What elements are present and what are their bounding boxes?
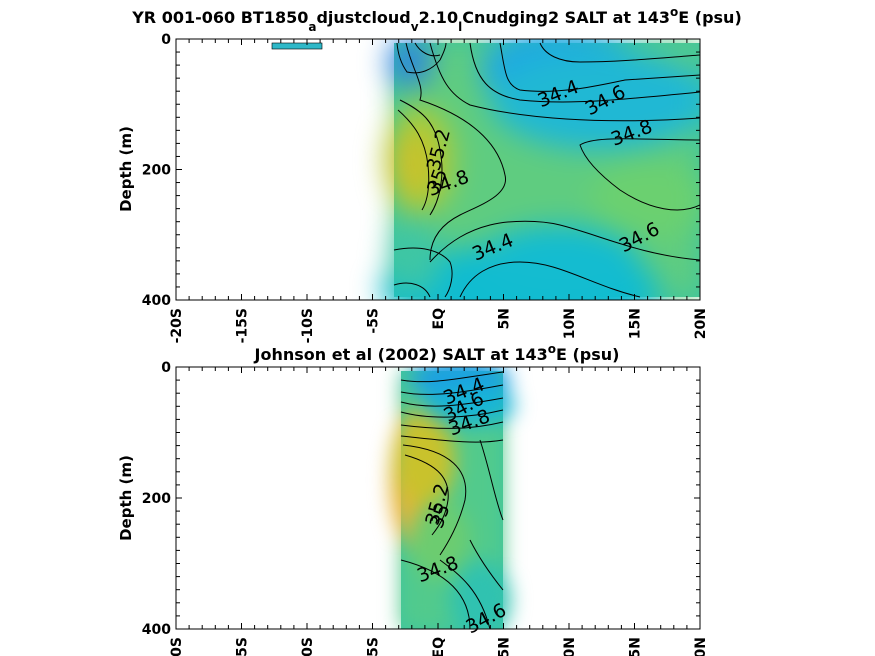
bottom-x-tick-label: 5N	[497, 637, 513, 656]
top-contours	[393, 42, 700, 298]
top-x-tick-label: 5N	[497, 308, 513, 329]
bottom-y-tick-label: 200	[142, 491, 171, 507]
bottom-y-tick-label: 0	[161, 360, 171, 376]
bottom-contours	[400, 371, 504, 629]
bottom-x-tick-label: 10N	[562, 637, 578, 656]
top-y-tick-label: 0	[161, 32, 171, 48]
top-x-tick-label: 15N	[628, 308, 644, 339]
top-x-tick-label: EQ	[431, 308, 447, 330]
top-salinity-field	[380, 39, 700, 300]
bottom-x-tick-label: -10S	[300, 637, 316, 656]
bottom-x-tick-label: -20S	[169, 637, 185, 656]
top-title: YR 001-060 BT1850adjustcloudv2.10lCnudgi…	[131, 5, 742, 34]
top-x-axis: -20S -15S -10S -5S EQ 5N 10N 15N 20N	[169, 39, 709, 343]
top-x-tick-label: -5S	[366, 308, 382, 334]
top-y-axis: 0 200 400	[142, 32, 700, 309]
top-surface-patch	[271, 42, 323, 50]
top-y-axis-label: Depth (m)	[117, 126, 135, 212]
bottom-y-tick-label: 400	[142, 622, 171, 638]
bottom-panel: Johnson et al (2002) SALT at 143oE (psu)	[117, 342, 709, 656]
bottom-x-tick-label: EQ	[431, 637, 447, 656]
bottom-y-axis-label: Depth (m)	[117, 455, 135, 541]
bottom-y-axis: 0 200 400	[142, 360, 700, 638]
top-x-tick-label: -20S	[169, 308, 185, 343]
bottom-title: Johnson et al (2002) SALT at 143oE (psu)	[254, 342, 620, 364]
top-y-tick-label: 200	[142, 163, 171, 179]
bottom-x-tick-label: -5S	[366, 637, 382, 656]
top-panel: YR 001-060 BT1850adjustcloudv2.10lCnudgi…	[117, 5, 742, 343]
bottom-x-tick-label: 20N	[693, 637, 709, 656]
top-x-tick-label: 10N	[562, 308, 578, 339]
bottom-x-tick-label: -15S	[235, 637, 251, 656]
top-x-tick-label: 20N	[693, 308, 709, 339]
top-x-tick-label: -15S	[235, 308, 251, 343]
top-x-tick-label: -10S	[300, 308, 316, 343]
bottom-x-tick-label: 15N	[628, 637, 644, 656]
top-y-tick-label: 400	[142, 293, 171, 309]
bottom-x-axis: -20S -15S -10S -5S EQ 5N 10N 15N 20N	[169, 367, 709, 656]
